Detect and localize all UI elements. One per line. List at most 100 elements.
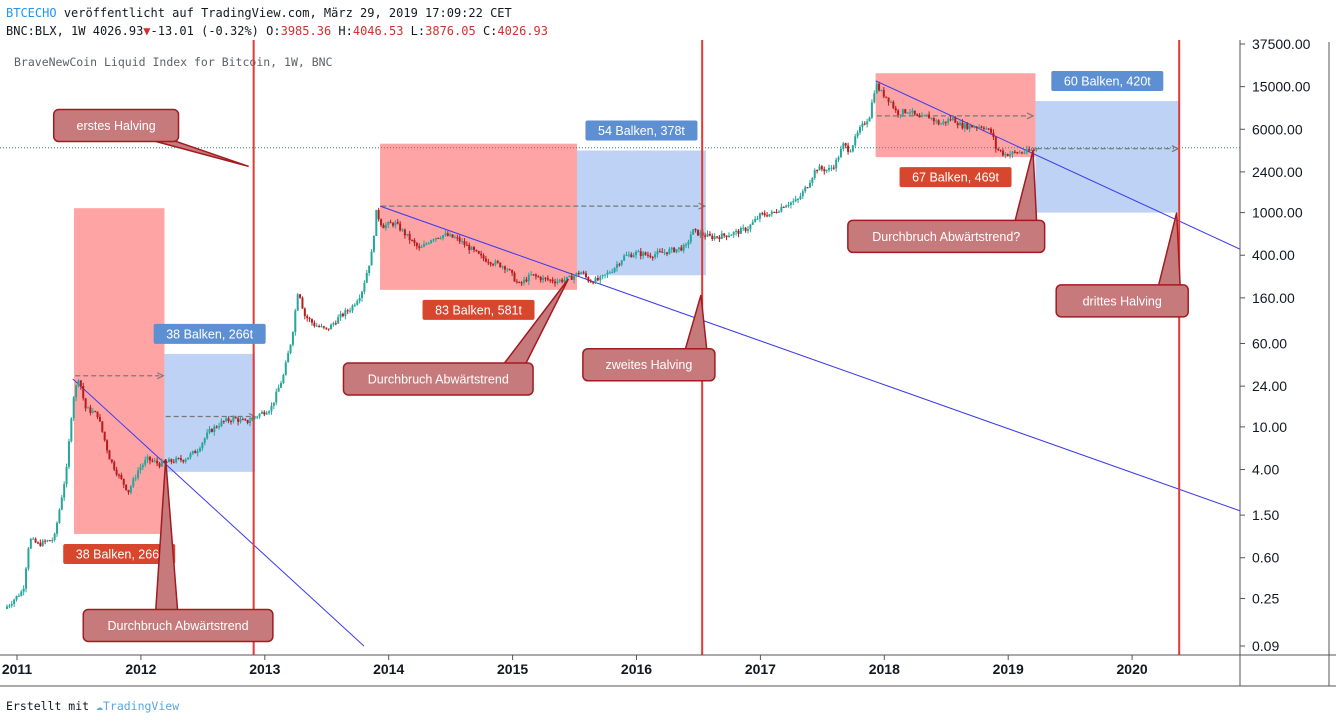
candle — [685, 244, 688, 246]
candle — [194, 451, 197, 454]
candle — [513, 272, 516, 282]
candle — [113, 462, 116, 470]
candle — [851, 145, 854, 152]
candle — [551, 279, 554, 282]
candles — [5, 81, 1038, 610]
low-label: L: — [410, 24, 426, 38]
zone-label-box-1 — [153, 323, 266, 344]
candle — [251, 417, 254, 421]
candle — [377, 209, 380, 220]
candle — [41, 540, 44, 546]
candle — [561, 279, 564, 282]
candle — [210, 428, 213, 432]
candle — [632, 255, 635, 258]
callout-text-1: Durchbruch Abwärtstrend — [108, 619, 249, 633]
candle — [699, 232, 702, 236]
candle — [65, 466, 68, 485]
candle — [258, 413, 261, 417]
candle — [661, 251, 664, 253]
candle — [558, 279, 561, 282]
candle — [723, 233, 726, 236]
y-tick-label: 24.00 — [1252, 378, 1287, 394]
candle — [387, 222, 390, 225]
high-label: H: — [338, 24, 353, 38]
candle — [737, 230, 740, 234]
candle — [856, 132, 859, 137]
candle — [625, 254, 628, 256]
blue-zone-1 — [164, 353, 255, 472]
candle — [132, 478, 135, 487]
candle — [1013, 151, 1016, 153]
candle — [394, 222, 397, 226]
candle — [444, 233, 447, 236]
candle — [365, 272, 368, 283]
candle — [947, 119, 950, 123]
candle — [475, 249, 478, 252]
candle — [732, 232, 735, 235]
zone-label-3: 54 Balken, 378t — [598, 124, 685, 138]
candle — [982, 127, 985, 129]
candle — [637, 251, 640, 253]
candle — [313, 322, 316, 327]
candle — [270, 405, 273, 412]
candle — [923, 115, 926, 117]
callout-box-2 — [342, 362, 534, 396]
candle — [808, 182, 811, 188]
candle — [382, 225, 385, 229]
candle — [22, 588, 25, 592]
candle — [677, 247, 680, 250]
candle — [973, 126, 976, 128]
callout-pointer-2 — [501, 278, 570, 366]
candle — [318, 325, 321, 327]
candle — [613, 267, 616, 272]
candle — [730, 234, 733, 236]
candle — [689, 234, 692, 242]
candle — [44, 540, 47, 542]
candle — [1011, 151, 1014, 155]
candle — [515, 281, 518, 283]
candle — [256, 416, 259, 418]
candle — [870, 102, 873, 118]
candle — [739, 228, 742, 234]
candle — [694, 229, 697, 231]
candle — [127, 489, 130, 493]
y-tick-label: 0.25 — [1252, 590, 1279, 606]
candle — [932, 117, 935, 122]
candle — [96, 411, 99, 418]
blue-zone-5 — [1035, 101, 1180, 213]
red-zone-4 — [875, 73, 1036, 158]
candle — [60, 497, 63, 510]
candle — [415, 242, 418, 247]
candle — [584, 273, 587, 278]
candle — [970, 125, 973, 128]
callouts: erstes Halving Durchbruch Abwärtstrend Dur… — [52, 108, 1189, 643]
candle — [20, 591, 23, 596]
y-tick-label: 160.00 — [1252, 290, 1295, 306]
footer-brand[interactable]: TradingView — [102, 699, 180, 713]
candle — [263, 411, 266, 415]
candle — [363, 282, 366, 292]
candle — [27, 548, 30, 569]
trendline-0 — [72, 378, 365, 647]
candle — [227, 418, 230, 422]
candle — [573, 275, 576, 280]
candle — [892, 101, 895, 109]
candle — [727, 235, 730, 238]
candle — [692, 229, 695, 235]
candle — [206, 432, 209, 439]
candle — [773, 211, 776, 213]
candle — [408, 233, 411, 240]
candle — [975, 126, 978, 128]
candle — [29, 538, 32, 549]
candle — [477, 251, 480, 254]
candle — [106, 440, 109, 451]
candle — [253, 417, 256, 419]
candle — [801, 191, 804, 197]
close-value: 4026.93 — [497, 24, 548, 38]
candle — [1018, 152, 1021, 154]
candle — [668, 249, 671, 254]
candle — [196, 451, 199, 454]
candle — [725, 235, 728, 238]
source-label[interactable]: BTCECHO — [6, 6, 57, 20]
